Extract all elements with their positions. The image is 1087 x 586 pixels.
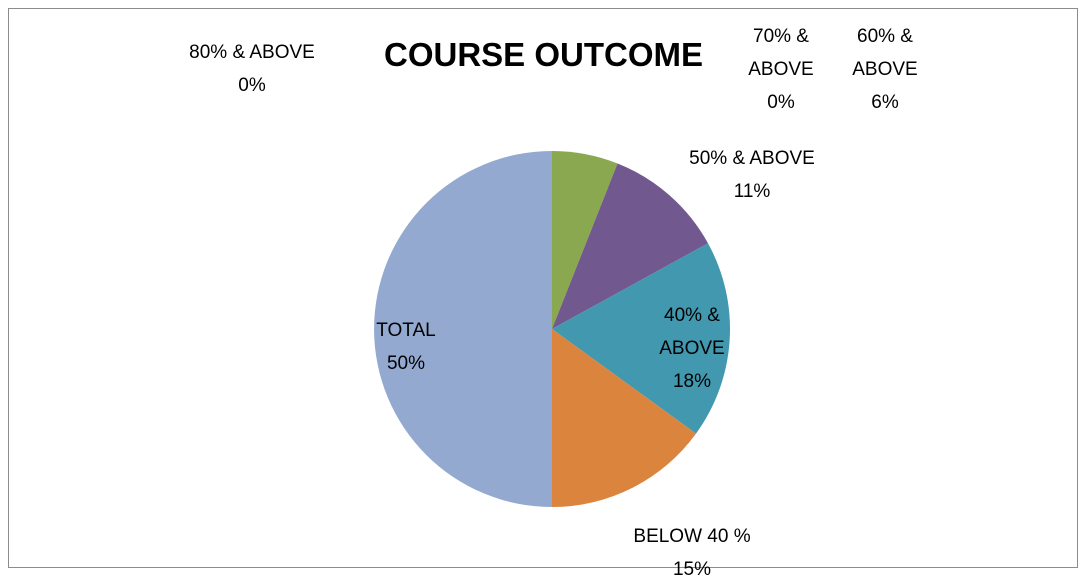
label-value: 0% [238, 75, 266, 96]
chart [374, 151, 730, 507]
label-category: 60% & ABOVE [852, 26, 918, 80]
label-value: 18% [672, 371, 712, 392]
label-value: 11% [733, 181, 771, 202]
page: {"chart_data": {"type": "pie", "title": … [8, 8, 1078, 580]
chart-title: COURSE OUTCOME [383, 36, 703, 73]
label-category: 70% & ABOVE [748, 26, 814, 80]
data-label: 80% & ABOVE 0% [152, 36, 352, 102]
pie-slice [374, 151, 552, 507]
pie-slice [552, 163, 708, 329]
label-category: BELOW 40 % [633, 526, 751, 547]
pie-slice [552, 151, 618, 329]
label-value: 15% [672, 559, 712, 580]
pie-slice [552, 243, 730, 434]
data-label: 40% & ABOVE 18% [654, 299, 730, 398]
label-value: 0% [767, 92, 795, 113]
label-value: 6% [871, 92, 899, 113]
label-category: 40% & ABOVE [659, 305, 725, 359]
data-label: 60% & ABOVE 6% [852, 20, 918, 119]
label-value: 50% [386, 353, 426, 374]
data-label: TOTAL 50% [371, 314, 441, 380]
data-label: 70% & ABOVE 0% [748, 20, 814, 119]
label-category: 50% & ABOVE [689, 148, 815, 169]
data-label: 50% & ABOVE 11% [652, 142, 852, 208]
pie-slice [552, 329, 697, 507]
data-label: BELOW 40 % 15% [592, 520, 792, 586]
label-category: TOTAL [376, 320, 436, 341]
label-category: 80% & ABOVE [189, 42, 315, 63]
